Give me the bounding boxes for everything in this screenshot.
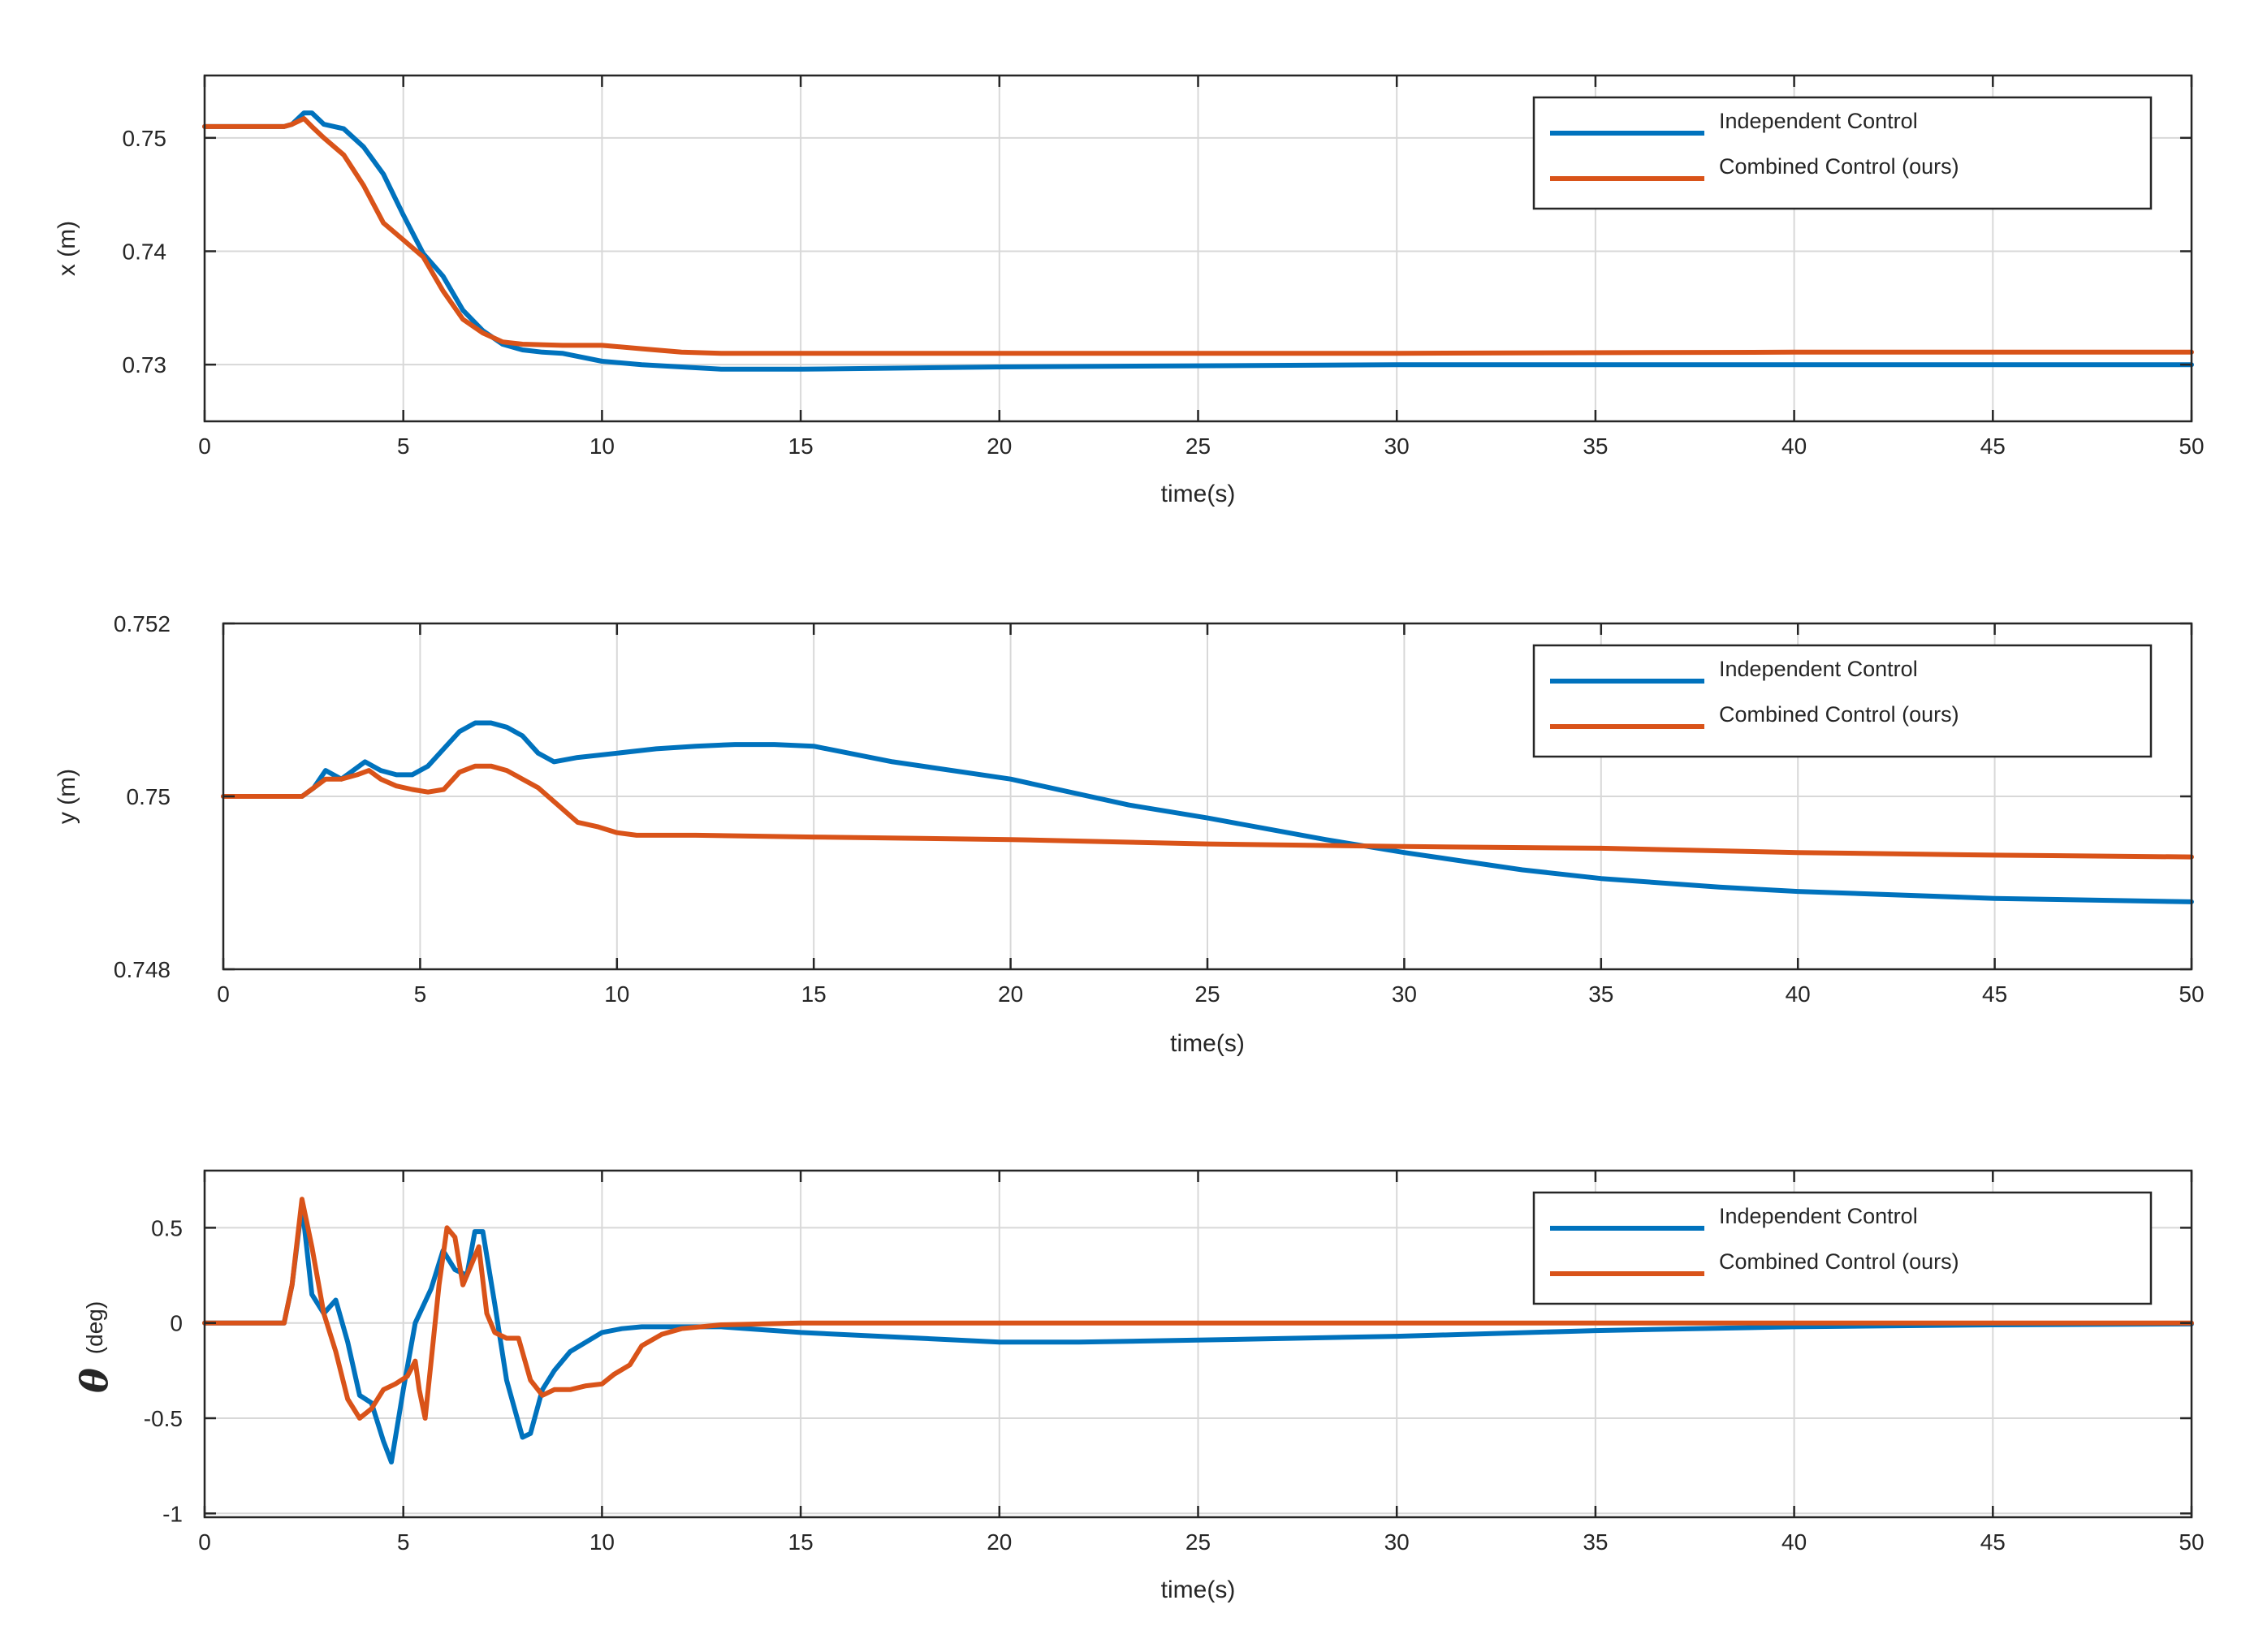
- legend: Independent Control Combined Control (our…: [1532, 1191, 2153, 1305]
- y-tick-label: 0: [170, 1311, 183, 1336]
- y-axis-unit: (deg): [82, 1301, 107, 1354]
- y-tick-label: 0.75: [127, 784, 171, 809]
- x-tick-label: 10: [604, 981, 629, 1007]
- y-tick-label: 0.5: [151, 1215, 183, 1240]
- x-tick-label: 20: [987, 1529, 1012, 1555]
- legend: Independent Control Combined Control (our…: [1532, 96, 2153, 210]
- x-tick-label: 35: [1588, 981, 1613, 1007]
- x-tick-label: 5: [397, 433, 410, 459]
- legend-label: Independent Control: [1719, 657, 1918, 681]
- independent-control-line: [202, 110, 2194, 372]
- x-tick-label: 40: [1786, 981, 1811, 1007]
- x-tick-label: 10: [589, 433, 615, 459]
- x-axis-label: time(s): [1161, 481, 1236, 507]
- x-tick-label: 45: [1980, 1529, 2006, 1555]
- x-tick-label: 30: [1392, 981, 1417, 1007]
- x-tick-label: 50: [2179, 1529, 2204, 1555]
- x-tick-label: 25: [1185, 1529, 1211, 1555]
- x-tick-label: 20: [998, 981, 1023, 1007]
- legend-label: Independent Control: [1719, 109, 1918, 133]
- legend-box: [1532, 96, 2153, 210]
- y-axis-label: θ (deg): [72, 1301, 116, 1393]
- y-tick-label: 0.748: [114, 957, 171, 982]
- x-tick-label: 15: [788, 433, 814, 459]
- x-tick-label: 45: [1980, 433, 2006, 459]
- y-tick-label: -1: [162, 1501, 183, 1526]
- x-tick-label: 30: [1384, 433, 1410, 459]
- x-tick-label: 35: [1583, 433, 1608, 459]
- x-axis-label: time(s): [1161, 1577, 1236, 1603]
- x-position-panel: 0 5 10 15 20 25 30 35 40 45 50 0.73 0.74 0.75 time(s) x…: [54, 74, 2205, 507]
- y-position-panel: 0 5 10 15 20 25 30 35 40 45 50 0.748 0.75 0.752 time(s…: [54, 611, 2205, 1057]
- legend-box: [1532, 1191, 2153, 1305]
- y-tick-label: 0.74: [123, 239, 167, 264]
- y-axis-label: y (m): [54, 769, 80, 824]
- x-tick-label: 25: [1185, 433, 1211, 459]
- independent-control-line: [221, 720, 2194, 904]
- theta-symbol: θ: [72, 1368, 116, 1393]
- theta-angle-panel: 0 5 10 15 20 25 30 35 40 45 50 -1 -0.5 0 0.5 time(s) θ (d…: [72, 1169, 2205, 1603]
- y-tick-label: 0.752: [114, 611, 171, 636]
- x-tick-label: 0: [217, 981, 230, 1007]
- combined-control-line: [221, 763, 2194, 860]
- legend-label: Combined Control (ours): [1719, 154, 1959, 179]
- independent-control-line: [202, 1202, 2194, 1464]
- x-axis-label: time(s): [1170, 1030, 1245, 1057]
- legend-label: Independent Control: [1719, 1204, 1918, 1228]
- x-tick-label: 50: [2179, 433, 2204, 459]
- y-tick-label: -0.5: [144, 1406, 183, 1431]
- legend: Independent Control Combined Control (our…: [1532, 644, 2153, 758]
- legend-label: Combined Control (ours): [1719, 702, 1959, 727]
- legend-box: [1532, 644, 2153, 758]
- x-tick-label: 10: [589, 1529, 615, 1555]
- x-tick-label: 5: [397, 1529, 410, 1555]
- x-tick-label: 0: [198, 1529, 211, 1555]
- x-tick-label: 45: [1982, 981, 2007, 1007]
- legend-label: Combined Control (ours): [1719, 1249, 1959, 1274]
- x-tick-label: 40: [1781, 1529, 1807, 1555]
- x-tick-label: 15: [801, 981, 827, 1007]
- y-tick-label: 0.75: [123, 126, 167, 151]
- x-tick-label: 5: [414, 981, 427, 1007]
- x-tick-label: 50: [2179, 981, 2204, 1007]
- x-tick-label: 40: [1781, 433, 1807, 459]
- combined-control-line: [202, 1197, 2194, 1421]
- x-tick-label: 20: [987, 433, 1012, 459]
- y-tick-label: 0.73: [123, 352, 167, 377]
- y-axis-label: x (m): [54, 221, 80, 276]
- x-tick-label: 15: [788, 1529, 814, 1555]
- x-tick-label: 25: [1194, 981, 1220, 1007]
- combined-control-line: [202, 116, 2194, 356]
- x-tick-label: 0: [198, 433, 211, 459]
- x-tick-label: 35: [1583, 1529, 1608, 1555]
- x-tick-label: 30: [1384, 1529, 1410, 1555]
